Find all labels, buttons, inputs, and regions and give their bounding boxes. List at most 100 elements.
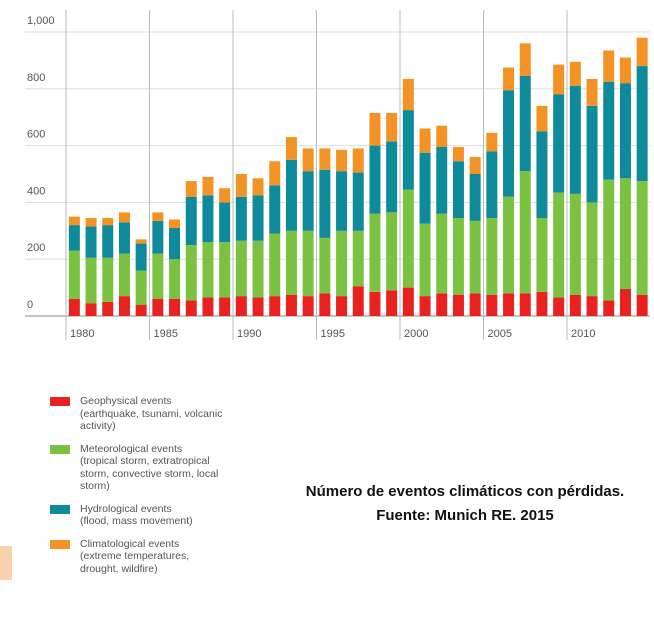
bar-segment [503,196,515,294]
legend-text: Hydrological events (flood, mass movement… [80,503,230,528]
bar-segment [369,145,381,214]
legend-text: Climatological events (extreme temperatur… [80,538,230,576]
bar-segment [185,300,197,316]
bar-segment [469,156,481,174]
bar-segment [85,303,97,316]
legend-description: (tropical storm, extratropical storm, co… [80,455,219,492]
bar-segment [586,105,598,203]
bar-segment [452,161,464,219]
bar-segment [152,220,164,254]
bar-segment [386,141,398,213]
bar-segment [68,225,80,251]
bar-segment [252,240,264,298]
bar-segment [436,147,448,214]
bar-segment [503,293,515,316]
bar-segment [269,296,281,316]
bar-segment [135,270,147,305]
bar-segment [419,223,431,297]
bar-segment [636,37,648,67]
bar-segment [352,230,364,287]
bar-segment [336,149,348,172]
bar-segment [469,220,481,294]
bar-segment [553,192,565,298]
bar-segment [603,81,615,180]
legend-text: Geophysical events (earthquake, tsunami, … [80,395,230,433]
bar-segment [553,64,565,95]
bar-segment [185,196,197,245]
x-tick-label: 1995 [321,328,345,340]
bar-segment [469,174,481,221]
bar-segment [336,230,348,297]
bar-segment [219,188,231,203]
x-tick-label: 2000 [404,328,428,340]
y-tick-label: 200 [27,242,45,254]
bar-segment [302,148,314,172]
bar-segment [302,296,314,316]
bar-segment [185,181,197,197]
bar-segment [169,298,181,316]
bar-segment [118,253,130,297]
bar-segment [636,294,648,316]
bar-segment [553,94,565,193]
bar-segment [252,195,264,241]
bar-segment [369,213,381,292]
bar-segment [636,181,648,295]
legend-swatch [50,444,70,454]
bar-segment [219,297,231,316]
bar-segment [302,171,314,231]
bar-segment [469,293,481,316]
bar-segment [569,193,581,295]
bar-segment [302,230,314,297]
decoration [0,546,12,580]
bar-segment [519,43,531,77]
bar-segment [603,179,615,301]
bar-segment [486,151,498,219]
bar-segment [252,178,264,196]
bar-segment [135,304,147,316]
bar-segment [118,222,130,254]
legend-swatch [50,397,70,406]
legend-item: Geophysical events (earthquake, tsunami, … [50,395,240,433]
bar-segment [169,227,181,260]
bar-segment [135,243,147,271]
bar-segment [503,67,515,91]
bar-segment [68,216,80,226]
x-tick-label: 2005 [488,328,512,340]
bar-segment [285,137,297,160]
bar-segment [135,239,147,244]
bar-segment [102,218,114,226]
bar-segment [486,218,498,295]
bar-segment [235,296,247,316]
bar-segment [102,301,114,316]
bar-segment [419,296,431,316]
legend-item: Climatological events (extreme temperatur… [50,538,240,576]
bar-segment [185,245,197,301]
bar-segment [319,237,331,294]
bar-segment [352,148,364,173]
bar-segment [636,66,648,182]
bar-segment [235,196,247,241]
bar-segment [536,218,548,292]
y-tick-label: 600 [27,129,45,141]
bar-segment [536,131,548,219]
bar-segment [486,132,498,152]
bar-segment [569,294,581,316]
bar-segment [386,112,398,142]
chart: 0 200 400 600 800 1,000 1980 1985 1990 1995 2000 20… [25,10,650,340]
bar-segment [169,219,181,228]
bar-segment [419,152,431,224]
bar-segment [369,112,381,146]
bar-segment [569,61,581,86]
bar-segment [269,161,281,186]
legend-label: Hydrological events [80,502,172,515]
bar-segment [336,171,348,231]
legend-label: Climatological events [80,537,180,550]
bar-segment [319,293,331,316]
bar-segment [452,147,464,162]
bar-segment [285,159,297,231]
bar-segment [586,296,598,316]
bar-segment [219,242,231,298]
bar-segment [102,225,114,258]
legend-item: Hydrological events (flood, mass movement… [50,503,240,528]
legend-swatch [50,504,70,514]
